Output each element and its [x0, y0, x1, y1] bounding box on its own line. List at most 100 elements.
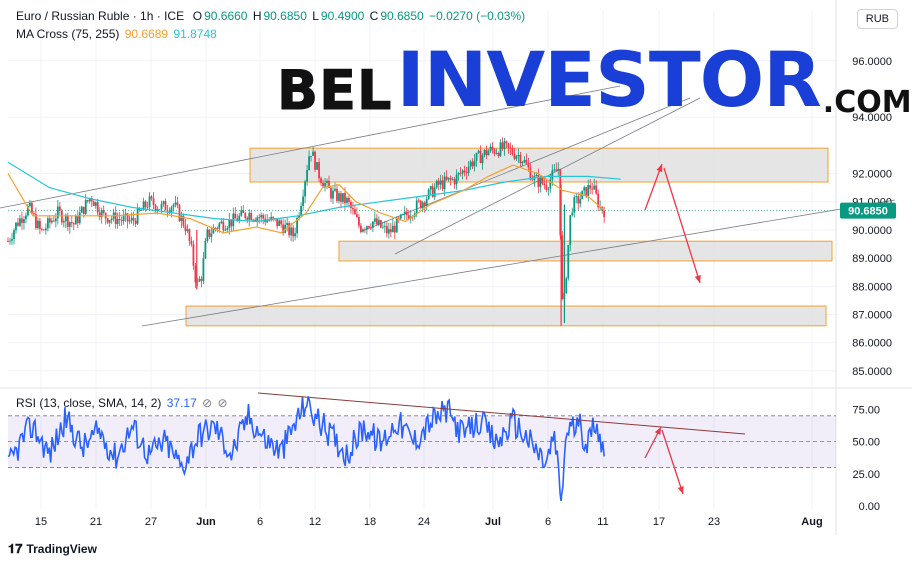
- candle-body: [240, 210, 243, 216]
- currency-button[interactable]: RUB: [856, 9, 898, 29]
- candle: [529, 163, 532, 181]
- candle: [23, 216, 25, 230]
- candle-body: [142, 201, 145, 210]
- time-tick-label: 18: [364, 516, 376, 528]
- candle-body: [485, 149, 488, 156]
- candle-body: [543, 183, 546, 186]
- candle: [379, 219, 382, 229]
- candle: [302, 189, 304, 211]
- candle-body: [190, 240, 193, 245]
- candle: [190, 236, 193, 247]
- candle-body: [561, 235, 564, 300]
- candle: [72, 222, 75, 231]
- candle: [367, 225, 370, 229]
- symbol-title[interactable]: Euro / Russian Ruble · 1h · ICE: [16, 9, 185, 23]
- rsi-label: RSI (13, close, SMA, 14, 2): [16, 396, 162, 410]
- candle-body: [106, 218, 109, 223]
- candle: [286, 217, 289, 232]
- candle-body: [74, 216, 77, 225]
- candle-body: [226, 228, 229, 230]
- candle-body: [212, 227, 215, 234]
- candle: [128, 215, 131, 225]
- candle-body: [90, 198, 93, 202]
- candle-body: [102, 210, 105, 213]
- candle-body: [435, 180, 438, 188]
- candle-body: [467, 166, 470, 174]
- candle-body: [419, 200, 422, 209]
- candle-body: [158, 209, 161, 210]
- ma-slow-line: [7, 161, 621, 223]
- eye-off-icon[interactable]: ⊘: [202, 396, 213, 410]
- candle-body: [120, 219, 123, 221]
- candle: [449, 175, 452, 186]
- candle-body: [188, 229, 191, 241]
- support-resistance-zones: [185, 147, 833, 327]
- candle-body: [427, 189, 430, 199]
- candle-body: [567, 244, 570, 279]
- last-price-badge: [840, 202, 896, 219]
- candle-body: [290, 227, 293, 236]
- eye-off-icon-2[interactable]: ⊘: [217, 396, 228, 410]
- candle-body: [246, 218, 249, 220]
- candle-body: [210, 233, 213, 237]
- candle-body: [403, 211, 406, 215]
- candle-body: [9, 240, 11, 242]
- candle: [96, 198, 99, 216]
- moving-average-lines: [7, 161, 621, 234]
- tradingview-brand[interactable]: 𝟏𝟕 TradingView: [8, 541, 97, 557]
- candle: [108, 219, 111, 227]
- candle: [419, 199, 422, 210]
- candle-body: [541, 177, 544, 184]
- candle-body: [76, 216, 79, 224]
- candle-body: [431, 186, 434, 197]
- candle-body: [178, 205, 181, 222]
- rsi-legend[interactable]: RSI (13, close, SMA, 14, 2) 37.17 ⊘ ⊘: [16, 396, 230, 410]
- candle: [561, 231, 564, 301]
- candle-body: [405, 211, 408, 216]
- candle-body: [387, 229, 390, 234]
- candle-body: [356, 214, 358, 217]
- candle-body: [254, 219, 257, 221]
- candle-body: [70, 222, 73, 224]
- candle-body: [338, 193, 340, 201]
- candle-body: [23, 219, 25, 223]
- candle-body: [425, 198, 428, 206]
- candle-body: [559, 168, 562, 236]
- candle-body: [437, 180, 440, 185]
- candle-body: [340, 193, 342, 202]
- candle-body: [401, 214, 404, 216]
- candle: [19, 214, 21, 227]
- candle: [469, 159, 472, 170]
- candle: [591, 182, 594, 195]
- candle: [270, 212, 273, 222]
- candle: [350, 199, 352, 214]
- price-tick-label: 87.0000: [852, 310, 892, 322]
- candle-body: [389, 229, 392, 233]
- candle: [537, 168, 540, 194]
- candle: [447, 177, 450, 182]
- candle-body: [286, 223, 289, 225]
- candle: [589, 178, 592, 194]
- candle-body: [515, 156, 518, 159]
- candle-body: [326, 180, 328, 183]
- candle: [224, 225, 227, 232]
- candle-body: [489, 146, 492, 152]
- candle-body: [593, 185, 596, 190]
- candle: [152, 192, 155, 210]
- candle: [290, 222, 293, 242]
- candle-body: [479, 150, 482, 164]
- candle-body: [78, 212, 81, 224]
- candle: [551, 164, 554, 186]
- ma-legend[interactable]: MA Cross (75, 255) 90.6689 91.8748: [16, 27, 219, 41]
- candle-body: [122, 215, 125, 221]
- rsi-trend-line: [257, 392, 746, 435]
- candle: [258, 213, 261, 224]
- candle-body: [228, 219, 231, 229]
- candle-body: [96, 202, 99, 213]
- candle: [365, 225, 368, 235]
- arrow-head: [654, 427, 661, 435]
- candle-body: [184, 225, 187, 231]
- candle: [310, 155, 312, 162]
- candle: [31, 200, 33, 215]
